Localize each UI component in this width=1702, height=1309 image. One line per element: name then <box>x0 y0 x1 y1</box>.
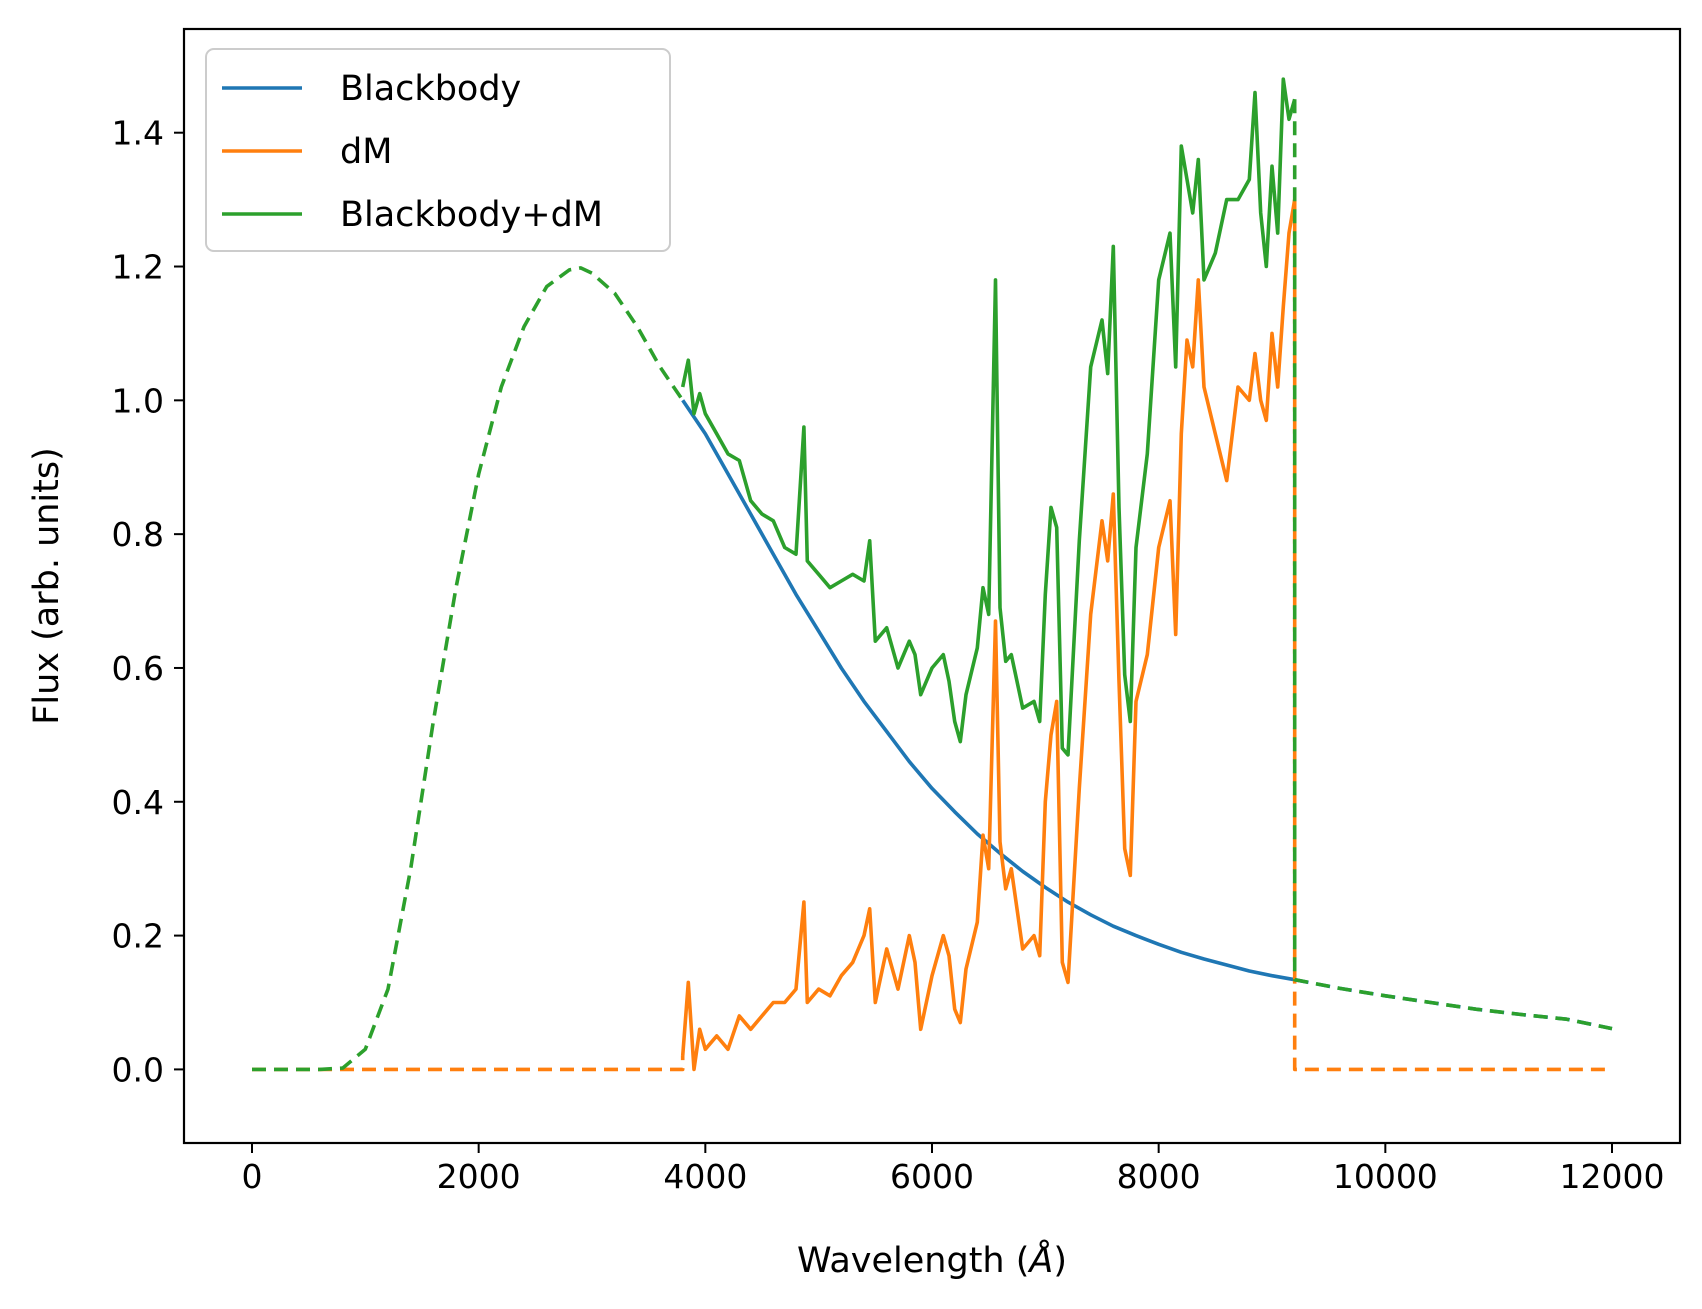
legend-box <box>205 48 671 252</box>
x-tick-label: 6000 <box>890 1157 974 1196</box>
legend-label: dM <box>340 132 392 172</box>
y-tick-label: 1.4 <box>112 114 164 153</box>
y-axis-label: Flux (arb. units) <box>27 447 67 725</box>
plot-area <box>252 77 1613 1072</box>
legend: Blackbody dM Blackbody+dM <box>205 48 671 252</box>
x-tick-label: 8000 <box>1117 1157 1201 1196</box>
x-tick-label: 2000 <box>437 1157 521 1196</box>
dm-dashed-right <box>1292 199 1612 1072</box>
x-tick-label: 12000 <box>1560 1157 1665 1196</box>
y-tick-label: 0.8 <box>112 515 164 554</box>
y-tick-label: 1.2 <box>112 248 164 287</box>
blackbody-line <box>681 399 1296 982</box>
x-axis: 0 2000 4000 6000 8000 10000 12000 <box>242 1143 1665 1196</box>
dm-dashed-left <box>252 1056 685 1072</box>
sum-dashed-right <box>1292 99 1613 1031</box>
x-axis-label: Wavelength (Å) <box>797 1238 1067 1281</box>
y-tick-label: 0.6 <box>112 649 164 688</box>
y-tick-label: 1.0 <box>112 381 164 420</box>
x-tick-label: 0 <box>242 1157 263 1196</box>
y-tick-label: 0.2 <box>112 917 164 956</box>
x-tick-label: 4000 <box>663 1157 747 1196</box>
legend-label: Blackbody+dM <box>340 195 603 235</box>
dm-line <box>680 199 1297 1072</box>
y-tick-label: 0.4 <box>112 783 164 822</box>
y-axis: 0.0 0.2 0.4 0.6 0.8 1.0 1.2 1.4 <box>112 114 184 1089</box>
legend-label: Blackbody <box>340 69 521 109</box>
y-tick-label: 0.0 <box>112 1050 164 1089</box>
x-tick-label: 10000 <box>1333 1157 1438 1196</box>
sum-dashed-left <box>252 266 685 1072</box>
sum-line <box>680 77 1297 757</box>
